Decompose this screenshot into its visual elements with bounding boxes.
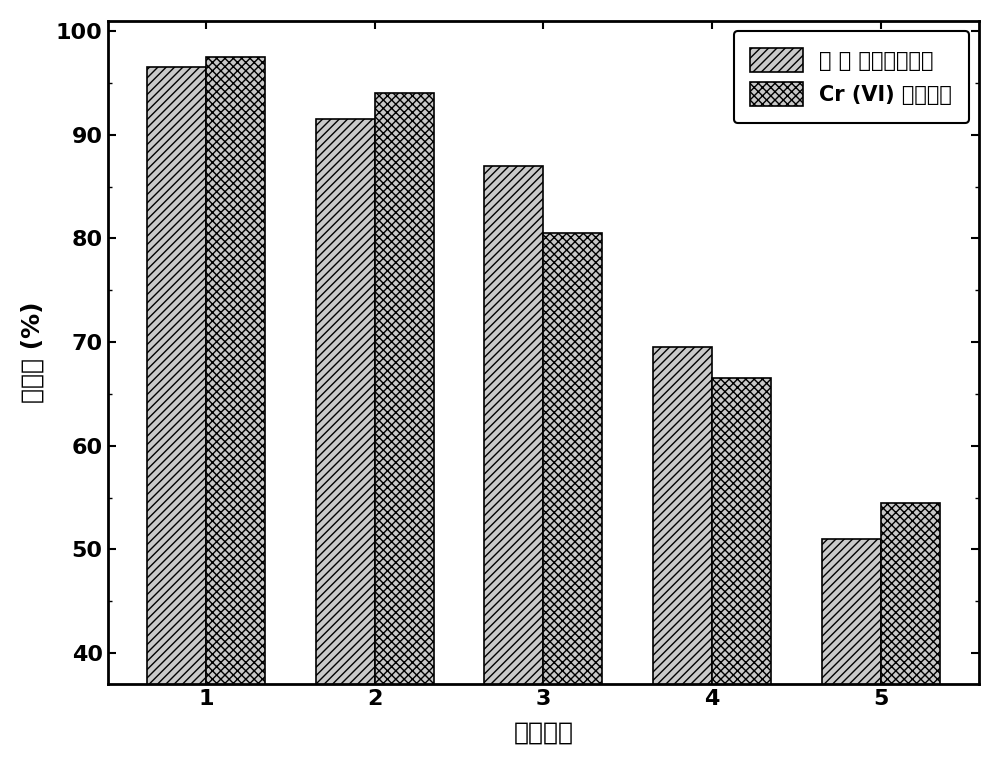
Bar [375,93,434,765]
X-axis label: 使用次数: 使用次数 [513,720,573,744]
Bar [881,503,940,765]
Bar [484,166,543,765]
Bar [147,67,206,765]
Bar [712,379,771,765]
Bar [206,57,265,765]
Bar [653,347,712,765]
Bar [316,119,375,765]
Legend: 环 丙 沙星的去除率, Cr (VI) 的去除率: 环 丙 沙星的去除率, Cr (VI) 的去除率 [734,31,969,123]
Y-axis label: 去除率 (%): 去除率 (%) [21,301,45,403]
Bar [543,233,602,765]
Bar [822,539,881,765]
